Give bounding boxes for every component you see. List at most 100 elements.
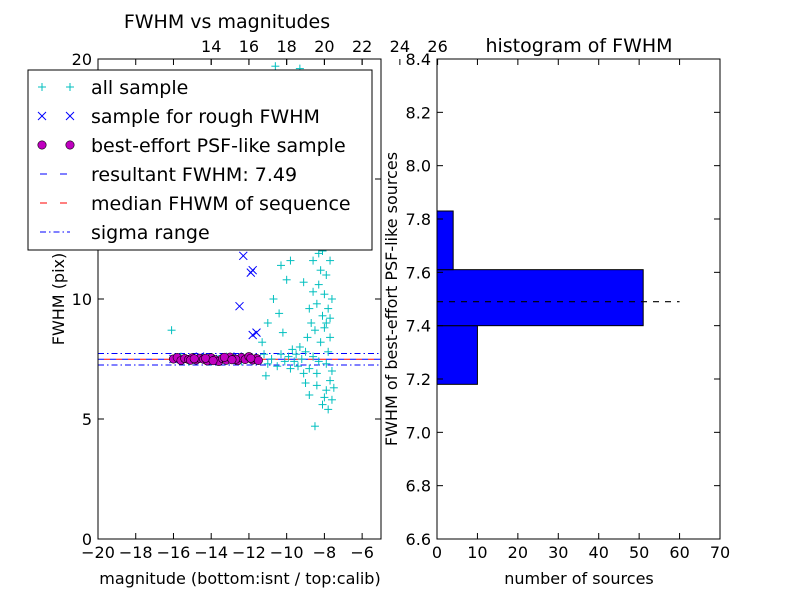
- psf-like-sample-point: [227, 355, 237, 365]
- all-sample-point: [316, 266, 325, 275]
- rough-fwhm-sample-point: [238, 251, 248, 261]
- all-sample-point: [309, 287, 318, 296]
- legend-box: [27, 69, 373, 251]
- all-sample-point: [293, 362, 302, 371]
- all-sample-point: [280, 357, 289, 366]
- histogram-x-tick-label: 60: [669, 543, 689, 562]
- all-sample-point: [301, 379, 310, 387]
- all-sample-point: [324, 304, 333, 313]
- rough-fwhm-sample-point: [235, 301, 244, 311]
- histogram-y-tick-label: 7.4: [406, 317, 431, 336]
- scatter-legend: all sample sample for rough FWHM best-effo…: [27, 69, 373, 251]
- all-sample-point: [324, 347, 333, 356]
- all-sample-point: [326, 333, 335, 342]
- histogram-x-axis-label: number of sources: [504, 569, 654, 588]
- legend-entry: all sample: [38, 77, 188, 99]
- scatter-x-tick-label: −10: [270, 543, 304, 562]
- psf-like-sample-point: [208, 356, 218, 366]
- all-sample-point: [312, 369, 321, 378]
- all-sample-point: [288, 345, 297, 354]
- all-sample-point: [301, 347, 310, 356]
- all-sample-point: [327, 295, 336, 303]
- all-sample-point: [286, 256, 295, 265]
- legend-entry: sample for rough FWHM: [37, 106, 320, 128]
- histogram-x-tick-label: 70: [710, 543, 730, 562]
- scatter-y-tick-label: 0: [82, 530, 92, 549]
- legend-rough-marker: [65, 111, 75, 121]
- rough-fwhm-sample-point: [246, 268, 256, 277]
- scatter-x-tick-label: −14: [194, 543, 228, 562]
- histogram-y-tick-label: 8.2: [406, 103, 431, 122]
- histogram-bar: [436, 210, 454, 271]
- scatter-top-tick-label: 24: [390, 37, 410, 56]
- legend-entry: sigma range: [40, 222, 210, 244]
- legend-label: median FHWM of sequence: [91, 193, 351, 215]
- all-sample-point: [299, 369, 308, 378]
- all-sample-point: [258, 338, 267, 347]
- scatter-top-tick-label: 26: [427, 37, 447, 56]
- legend-label: all sample: [91, 77, 188, 99]
- scatter-top-tick-label: 20: [314, 37, 334, 56]
- all-sample-point: [275, 309, 284, 318]
- histogram-bar: [436, 269, 644, 327]
- all-sample-point: [305, 304, 314, 313]
- legend-label: resultant FWHM: 7.49: [91, 164, 297, 186]
- psf-like-sample-point: [253, 355, 263, 365]
- all-sample-point: [284, 352, 293, 361]
- all-sample-point: [327, 367, 336, 375]
- all-sample-point: [310, 422, 319, 431]
- all-sample-point: [305, 391, 314, 399]
- all-sample-point: [320, 393, 329, 402]
- all-sample-point: [167, 326, 176, 335]
- all-sample-point: [292, 350, 301, 359]
- all-sample-point: [277, 350, 286, 359]
- histogram-title: histogram of FWHM: [485, 35, 672, 57]
- all-sample-point: [278, 328, 287, 337]
- scatter-y-tick-label: 5: [82, 410, 92, 429]
- histogram-y-tick-label: 7.6: [406, 263, 431, 282]
- legend-all-sample-marker: [66, 83, 74, 91]
- scatter-x-axis-label: magnitude (bottom:isnt / top:calib): [99, 569, 380, 588]
- all-sample-point: [261, 371, 270, 380]
- histogram-x-tick-label: 30: [548, 543, 568, 562]
- legend-entry: best-effort PSF-like sample: [37, 135, 346, 157]
- all-sample-point: [271, 62, 280, 71]
- scatter-panel: −20−18−16−14−12−10−8−6051015201416182022…: [27, 11, 448, 588]
- legend-entry: resultant FWHM: 7.49: [40, 164, 297, 186]
- legend-all-sample-marker: [38, 83, 46, 91]
- all-sample-point: [322, 271, 331, 279]
- legend-rough-marker: [37, 111, 47, 121]
- all-sample-point: [305, 364, 314, 373]
- all-sample-point: [327, 395, 336, 404]
- all-sample-point: [318, 311, 327, 320]
- histogram-y-tick-label: 6.8: [406, 477, 431, 496]
- all-sample-point: [318, 400, 327, 409]
- rough-fwhm-sample-point: [252, 328, 261, 337]
- all-sample-point: [324, 405, 333, 414]
- rough-fwhm-sample-point: [248, 330, 258, 340]
- all-sample-point: [299, 278, 308, 287]
- histogram-ticks: 0 10 20 30 40 50 60 70 6.6 6.8 7.0 7.2 7.4 7.6 7.8 8.0 8…: [406, 50, 731, 562]
- all-sample-point: [263, 359, 272, 368]
- scatter-y-axis-label: FWHM (pix): [49, 253, 68, 346]
- legend-psf-marker: [37, 140, 47, 150]
- scatter-x-tick-label: −16: [157, 543, 191, 562]
- scatter-x-tick-label: −18: [119, 543, 153, 562]
- histogram-x-tick-label: 20: [508, 543, 528, 562]
- histogram-x-tick-label: 10: [467, 543, 487, 562]
- all-sample-point: [286, 364, 295, 373]
- legend-psf-marker: [65, 140, 75, 150]
- all-sample-point: [320, 290, 329, 299]
- histogram-y-tick-label: 6.6: [406, 530, 431, 549]
- legend-label: sigma range: [91, 222, 210, 244]
- psf-like-sample-point: [219, 352, 229, 362]
- all-sample-point: [314, 357, 323, 366]
- histogram-plot-area: [436, 210, 680, 385]
- all-sample-point: [326, 314, 335, 323]
- histogram-x-tick-label: 40: [589, 543, 609, 562]
- all-sample-point: [320, 323, 329, 332]
- psf-like-sample-point: [189, 354, 199, 364]
- legend-label: sample for rough FWHM: [91, 106, 320, 128]
- all-sample-point: [312, 299, 321, 308]
- histogram-x-tick-label: 0: [432, 543, 442, 562]
